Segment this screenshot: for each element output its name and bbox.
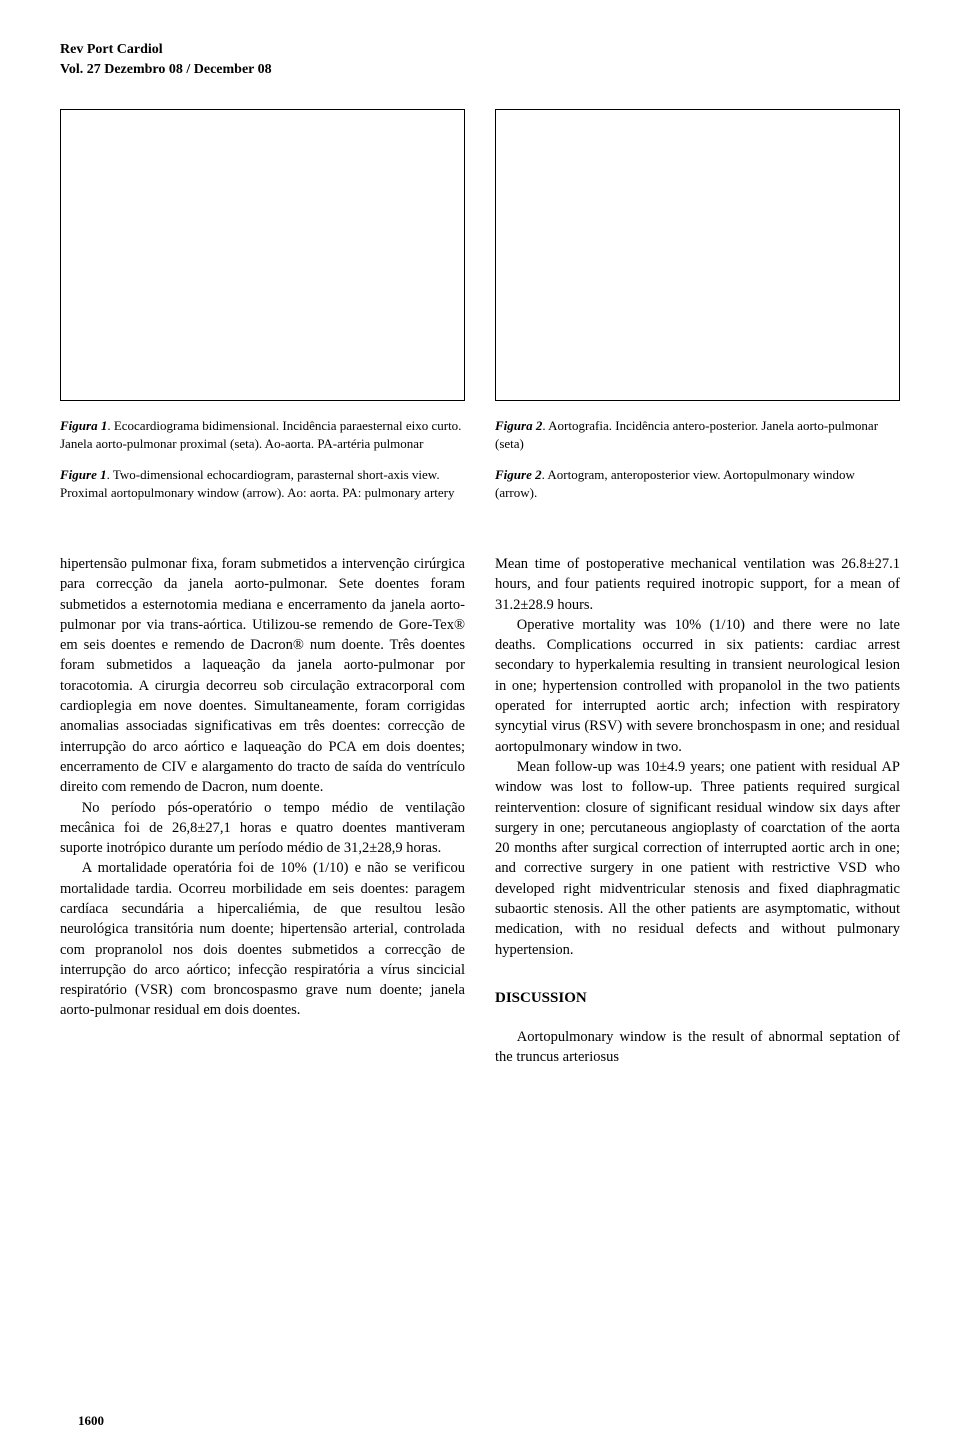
figure-1-image bbox=[60, 109, 465, 401]
journal-title: Rev Port Cardiol bbox=[60, 40, 900, 60]
captions-row: Figura 1. Ecocardiograma bidimensional. … bbox=[60, 417, 900, 514]
left-p1: hipertensão pulmonar fixa, foram submeti… bbox=[60, 554, 465, 798]
fig2-caption-pt: Figura 2. Aortografia. Incidência antero… bbox=[495, 417, 900, 453]
page: Rev Port Cardiol Vol. 27 Dezembro 08 / D… bbox=[60, 40, 900, 1438]
journal-volume: Vol. 27 Dezembro 08 / December 08 bbox=[60, 60, 900, 80]
left-column: hipertensão pulmonar fixa, foram submeti… bbox=[60, 554, 465, 1068]
right-p2: Operative mortality was 10% (1/10) and t… bbox=[495, 615, 900, 757]
left-p3: A mortalidade operatória foi de 10% (1/1… bbox=[60, 858, 465, 1020]
fig1-caption-en: Figure 1. Two-dimensional echocardiogram… bbox=[60, 466, 465, 502]
page-number: 1600 bbox=[78, 1412, 104, 1430]
fig2-caption-en-title: Figure 2 bbox=[495, 467, 542, 482]
right-p3: Mean follow-up was 10±4.9 years; one pat… bbox=[495, 757, 900, 960]
fig1-caption-en-body: . Two-dimensional echocardiogram, parast… bbox=[60, 467, 455, 500]
right-column: Mean time of postoperative mechanical ve… bbox=[495, 554, 900, 1068]
journal-header: Rev Port Cardiol Vol. 27 Dezembro 08 / D… bbox=[60, 40, 900, 79]
left-p2: No período pós-operatório o tempo médio … bbox=[60, 798, 465, 859]
fig2-caption-col: Figura 2. Aortografia. Incidência antero… bbox=[495, 417, 900, 514]
fig2-caption-en: Figure 2. Aortogram, anteroposterior vie… bbox=[495, 466, 900, 502]
fig1-caption-en-title: Figure 1 bbox=[60, 467, 107, 482]
figure-2-image bbox=[495, 109, 900, 401]
fig1-caption-pt-title: Figura 1 bbox=[60, 418, 107, 433]
right-p4: Aortopulmonary window is the result of a… bbox=[495, 1027, 900, 1068]
fig2-caption-pt-body: . Aortografia. Incidência antero-posteri… bbox=[495, 418, 878, 451]
fig1-caption-pt-body: . Ecocardiograma bidimensional. Incidênc… bbox=[60, 418, 461, 451]
body-text-row: hipertensão pulmonar fixa, foram submeti… bbox=[60, 554, 900, 1068]
fig2-caption-pt-title: Figura 2 bbox=[495, 418, 542, 433]
figures-row bbox=[60, 109, 900, 401]
fig1-caption-pt: Figura 1. Ecocardiograma bidimensional. … bbox=[60, 417, 465, 453]
fig2-caption-en-body: . Aortogram, anteroposterior view. Aorto… bbox=[495, 467, 855, 500]
fig1-caption-col: Figura 1. Ecocardiograma bidimensional. … bbox=[60, 417, 465, 514]
discussion-heading: DISCUSSION bbox=[495, 988, 900, 1009]
right-p1: Mean time of postoperative mechanical ve… bbox=[495, 554, 900, 615]
